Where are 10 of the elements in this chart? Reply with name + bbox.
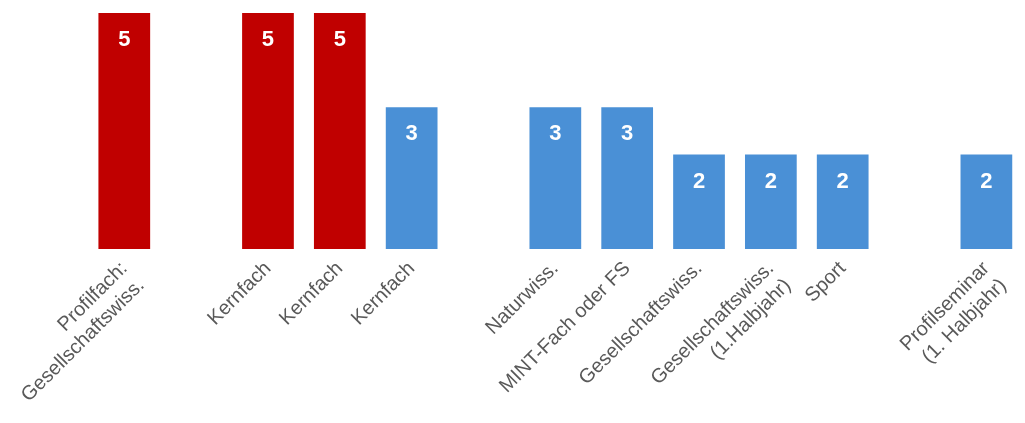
data-label: 2 — [692, 167, 706, 193]
data-label: 5 — [333, 26, 346, 52]
data-label: 5 — [261, 26, 275, 52]
data-label: 2 — [764, 167, 777, 193]
data-label: 2 — [980, 167, 993, 193]
data-label: 5 — [118, 26, 131, 52]
data-label: 3 — [621, 120, 634, 146]
data-label: 3 — [549, 120, 562, 146]
data-label: 3 — [405, 120, 418, 146]
data-label: 2 — [836, 167, 849, 193]
